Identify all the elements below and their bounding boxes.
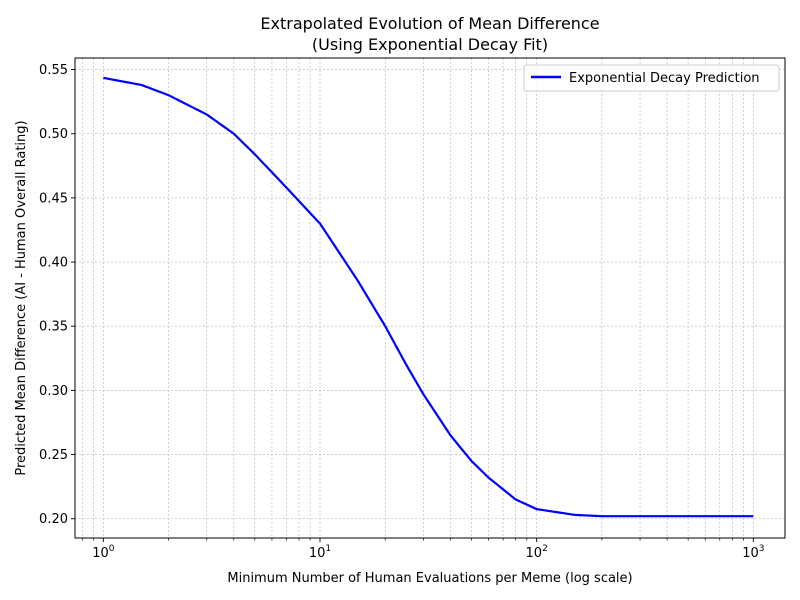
chart-title-line1: Extrapolated Evolution of Mean Differenc… (260, 14, 599, 33)
x-tick-label: 100 (92, 544, 115, 561)
x-tick-label: 101 (309, 544, 331, 561)
y-tick-label: 0.30 (39, 384, 68, 399)
x-axis-ticks: 100 101 102 103 (81, 538, 764, 561)
y-tick-label: 0.55 (39, 63, 68, 78)
series-line (103, 76, 754, 518)
x-tick-label: 103 (742, 544, 764, 561)
x-tick-label: 102 (526, 544, 548, 561)
legend-label: Exponential Decay Prediction (569, 71, 760, 86)
y-axis-label: Predicted Mean Difference (AI - Human Ov… (14, 120, 29, 475)
legend: Exponential Decay Prediction (523, 64, 780, 92)
y-tick-label: 0.50 (39, 127, 68, 142)
data-series (103, 76, 754, 518)
y-tick-label: 0.20 (39, 512, 68, 527)
plot-frame (74, 57, 786, 539)
legend-box (523, 64, 780, 92)
y-tick-label: 0.35 (39, 320, 68, 335)
grid (75, 58, 785, 538)
x-axis-label: Minimum Number of Human Evaluations per … (227, 571, 632, 586)
y-tick-label: 0.40 (39, 256, 68, 271)
y-tick-label: 0.25 (39, 448, 68, 463)
y-axis-ticks: 0.20 0.25 0.30 0.35 0.40 0.45 0.50 0.55 (39, 63, 75, 527)
chart-title-line2: (Using Exponential Decay Fit) (312, 35, 548, 54)
y-tick-label: 0.45 (39, 191, 68, 206)
